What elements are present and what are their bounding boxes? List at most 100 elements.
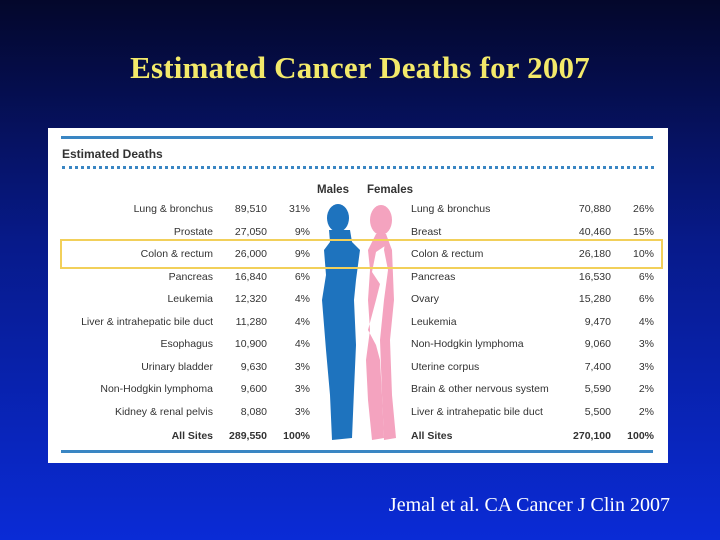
- female-site-label: Colon & rectum: [411, 248, 484, 260]
- male-site-label: Esophagus: [160, 338, 213, 350]
- table-row: Urinary bladder 9,630 3%: [60, 358, 320, 376]
- table-row: Breast 40,460 15%: [411, 223, 656, 241]
- male-site-label: Liver & intrahepatic bile duct: [81, 315, 213, 328]
- male-deaths: 16,840: [234, 270, 267, 283]
- female-percent: 10%: [632, 248, 654, 260]
- top-rule: [61, 136, 653, 139]
- male-deaths: 27,050: [234, 225, 267, 238]
- slide-title: Estimated Cancer Deaths for 2007: [130, 50, 590, 85]
- male-percent: 9%: [294, 225, 310, 238]
- female-percent: 26%: [632, 203, 654, 215]
- male-site-label: Colon & rectum: [140, 248, 213, 260]
- female-deaths: 70,880: [578, 203, 611, 215]
- female-percent: 2%: [638, 405, 654, 418]
- male-site-label: All Sites: [171, 430, 213, 442]
- female-deaths: 5,590: [584, 383, 611, 395]
- female-percent: 6%: [638, 293, 654, 305]
- males-header: Males: [317, 184, 349, 196]
- female-percent: 100%: [627, 430, 654, 442]
- male-deaths: 9,600: [240, 383, 267, 395]
- male-deaths: 12,320: [234, 293, 267, 305]
- table-row: Leukemia 12,320 4%: [60, 290, 320, 308]
- table-row: Brain & other nervous system 5,590 2%: [411, 380, 656, 398]
- table-row: Liver & intrahepatic bile duct 5,500 2%: [411, 403, 656, 421]
- female-percent: 3%: [638, 338, 654, 350]
- male-percent: 100%: [283, 430, 310, 442]
- table-row: Uterine corpus 7,400 3%: [411, 358, 656, 376]
- females-header: Females: [367, 184, 414, 196]
- table-row: Kidney & renal pelvis 8,080 3%: [60, 403, 320, 421]
- female-deaths: 9,470: [584, 315, 611, 328]
- male-percent: 4%: [294, 293, 310, 305]
- table-row: Liver & intrahepatic bile duct 11,280 4%: [60, 313, 320, 331]
- table-row: All Sites 270,100 100%: [411, 427, 656, 445]
- table-row: Non-Hodgkin lymphoma 9,060 3%: [411, 335, 656, 353]
- table-row: Ovary 15,280 6%: [411, 290, 656, 308]
- male-site-label: Pancreas: [168, 270, 213, 283]
- male-percent: 3%: [294, 405, 310, 418]
- male-deaths: 289,550: [229, 430, 267, 442]
- table-row: All Sites 289,550 100%: [60, 427, 320, 445]
- table-row: Colon & rectum 26,000 9%: [60, 245, 320, 263]
- female-figure-icon: [366, 205, 396, 440]
- female-deaths: 5,500: [584, 405, 611, 418]
- female-percent: 4%: [638, 315, 654, 328]
- table-row: Esophagus 10,900 4%: [60, 335, 320, 353]
- male-deaths: 9,630: [240, 360, 267, 373]
- female-percent: 15%: [632, 225, 654, 238]
- male-percent: 9%: [294, 248, 310, 260]
- male-deaths: 10,900: [234, 338, 267, 350]
- table-row: Pancreas 16,840 6%: [60, 268, 320, 286]
- female-deaths: 7,400: [584, 360, 611, 373]
- male-deaths: 26,000: [234, 248, 267, 260]
- female-site-label: Breast: [411, 225, 442, 238]
- female-site-label: Non-Hodgkin lymphoma: [411, 338, 524, 350]
- male-site-label: Leukemia: [167, 293, 213, 305]
- female-deaths: 270,100: [573, 430, 611, 442]
- table-row: Colon & rectum 26,180 10%: [411, 245, 656, 263]
- female-deaths: 26,180: [578, 248, 611, 260]
- male-percent: 6%: [294, 270, 310, 283]
- male-percent: 3%: [294, 360, 310, 373]
- estimated-deaths-table: Estimated Deaths Males Females: [48, 128, 668, 463]
- male-site-label: Non-Hodgkin lymphoma: [100, 383, 213, 395]
- male-percent: 3%: [294, 383, 310, 395]
- female-site-label: Lung & bronchus: [411, 203, 491, 215]
- male-deaths: 89,510: [234, 203, 267, 215]
- female-deaths: 15,280: [578, 293, 611, 305]
- male-site-label: Urinary bladder: [141, 360, 213, 373]
- table-title: Estimated Deaths: [62, 147, 163, 161]
- male-site-label: Lung & bronchus: [133, 203, 213, 215]
- male-percent: 4%: [294, 315, 310, 328]
- female-percent: 2%: [638, 383, 654, 395]
- male-deaths: 8,080: [240, 405, 267, 418]
- male-percent: 4%: [294, 338, 310, 350]
- female-site-label: All Sites: [411, 430, 453, 442]
- female-percent: 3%: [638, 360, 654, 373]
- male-figure-icon: [322, 204, 360, 440]
- table-row: Lung & bronchus 70,880 26%: [411, 200, 656, 218]
- female-site-label: Uterine corpus: [411, 360, 480, 373]
- female-site-label: Liver & intrahepatic bile duct: [411, 405, 543, 418]
- female-site-label: Pancreas: [411, 270, 456, 283]
- female-site-label: Brain & other nervous system: [411, 383, 549, 395]
- female-deaths: 16,530: [578, 270, 611, 283]
- bottom-rule: [61, 450, 653, 453]
- table-row: Prostate 27,050 9%: [60, 223, 320, 241]
- citation: Jemal et al. CA Cancer J Clin 2007: [388, 494, 670, 516]
- male-percent: 31%: [288, 203, 310, 215]
- male-deaths: 11,280: [235, 315, 267, 328]
- table-row: Leukemia 9,470 4%: [411, 313, 656, 331]
- female-deaths: 9,060: [584, 338, 611, 350]
- table-row: Pancreas 16,530 6%: [411, 268, 656, 286]
- table-row: Non-Hodgkin lymphoma 9,600 3%: [60, 380, 320, 398]
- table-row: Lung & bronchus 89,510 31%: [60, 200, 320, 218]
- female-percent: 6%: [638, 270, 654, 283]
- female-site-label: Ovary: [411, 293, 440, 305]
- female-deaths: 40,460: [578, 225, 611, 238]
- female-site-label: Leukemia: [411, 315, 457, 328]
- dotted-rule: [62, 166, 654, 169]
- male-site-label: Kidney & renal pelvis: [114, 405, 213, 418]
- male-site-label: Prostate: [173, 225, 213, 238]
